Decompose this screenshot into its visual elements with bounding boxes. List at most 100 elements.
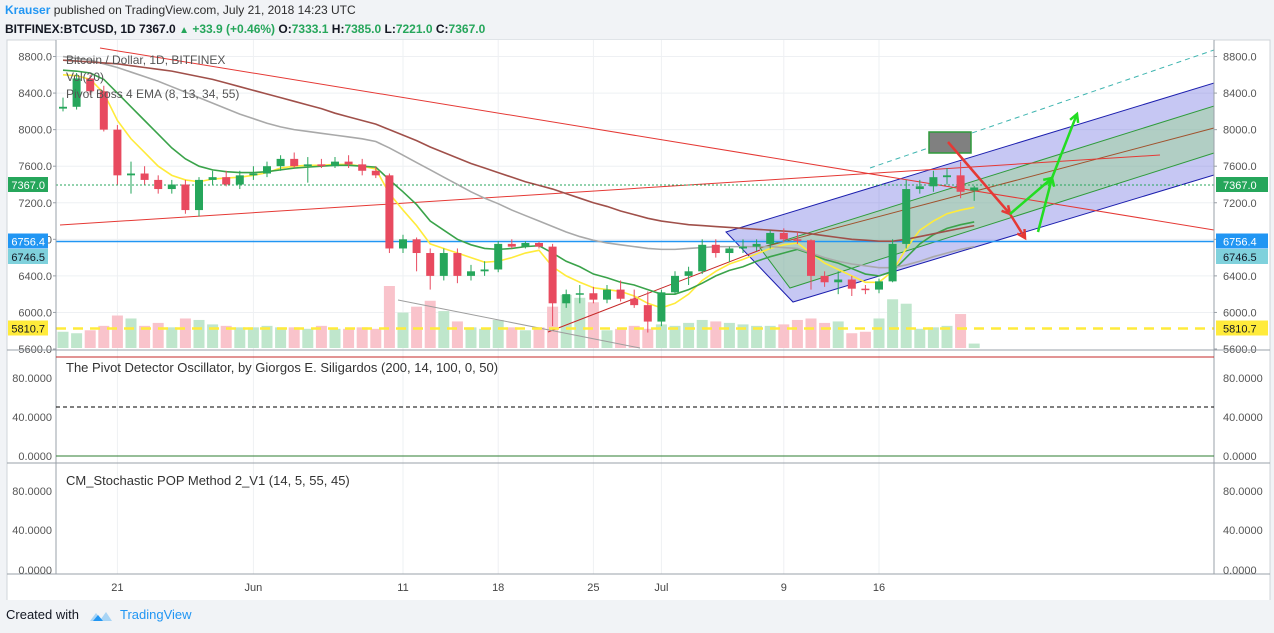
volume-bar (887, 299, 899, 348)
volume-bar (343, 328, 355, 348)
candle-body (562, 294, 571, 304)
candle-body (208, 177, 217, 180)
candle (467, 264, 475, 281)
red-arrow-2-head (1016, 228, 1027, 241)
tradingview-logo-icon[interactable] (89, 610, 113, 622)
candle-body (290, 158, 299, 167)
candle (535, 242, 543, 249)
candle (589, 286, 598, 304)
candle (453, 248, 462, 284)
candle (752, 239, 761, 252)
high-value: 7385.0 (344, 22, 382, 36)
volume-bar (859, 331, 871, 348)
candle-body (480, 269, 489, 272)
osc-left-tick: 0.0000 (18, 565, 52, 577)
candle-body (711, 244, 720, 254)
candle-body (426, 253, 435, 276)
volume-bar (356, 327, 368, 348)
candle (113, 125, 122, 185)
volume-bar (220, 325, 232, 348)
volume-bar (941, 325, 953, 348)
candle (956, 161, 965, 199)
candle-body (263, 166, 271, 174)
volume-bar (139, 325, 151, 348)
right-price-label-bg (1216, 320, 1268, 336)
candle (99, 85, 108, 132)
volume-bar (261, 325, 273, 348)
right-price-label: 6746.5 (1223, 252, 1257, 264)
volume-bar (873, 318, 885, 348)
osc-right-tick: 40.0000 (1223, 412, 1263, 424)
volume-bar (751, 325, 763, 348)
right-price-label-bg (1216, 249, 1268, 264)
high-label: H: (331, 22, 345, 36)
osc-left-tick: 80.0000 (12, 373, 52, 385)
candle (181, 179, 190, 214)
candle-body (59, 106, 67, 109)
volume-bar (723, 322, 735, 348)
candle-body (684, 271, 693, 276)
volume-bar (832, 321, 844, 348)
candle (167, 179, 176, 194)
candle-body (902, 189, 911, 244)
candle (807, 239, 815, 290)
candle-body (167, 184, 176, 190)
left-price-label: 6756.4 (11, 237, 45, 249)
candle (399, 234, 407, 254)
candle (59, 97, 67, 112)
candle-body (317, 164, 326, 167)
candle-body (970, 187, 979, 191)
osc-right-tick: 80.0000 (1223, 373, 1263, 385)
volume-bar (615, 328, 627, 348)
green-arrow-3-head (1069, 111, 1080, 124)
author-link[interactable]: Krauser (5, 3, 51, 17)
candle-body (861, 288, 870, 291)
right-price-label-bg (1216, 233, 1268, 249)
tradingview-brand[interactable]: TradingView (120, 607, 192, 622)
osc-right-tick: 0.0000 (1223, 451, 1257, 463)
volume-bar (288, 327, 300, 348)
candle-body (249, 173, 258, 176)
time-tick-label: 25 (587, 582, 599, 594)
volume-bar (397, 312, 409, 348)
red-uptrend-line (59, 154, 1161, 226)
candle (711, 239, 720, 258)
volume-bar (560, 294, 572, 348)
indicator-panes: 0.0000 0.0000 40.0000 40.0000 80.0000 80.0000… (7, 349, 1270, 577)
green-arrow-3 (1050, 113, 1079, 179)
main-title: Bitcoin / Dollar, 1D, BITFINEX (66, 53, 225, 67)
volume-bar (84, 330, 96, 348)
candle (263, 161, 271, 178)
candle-body (766, 232, 775, 244)
candle (507, 239, 516, 249)
left-price-tick: 8400.0 (18, 88, 52, 100)
left-price-tick: 6400.0 (18, 271, 52, 283)
volume-bar (968, 343, 980, 348)
candle (494, 241, 503, 273)
candle (235, 170, 244, 190)
left-price-label-bg (8, 249, 48, 264)
osc2-title: CM_Stochastic POP Method 2_V1 (14, 5, 55… (66, 473, 350, 488)
volume-bar (125, 318, 137, 348)
candle-body (671, 275, 679, 293)
volume-bar (696, 319, 708, 348)
candle-body (929, 177, 938, 187)
candle (154, 175, 163, 194)
volume-bar (465, 327, 477, 348)
candle (249, 166, 258, 180)
candle-body (358, 164, 367, 171)
candle (834, 271, 843, 295)
chart-area[interactable]: 5600.05600.06000.06000.06400.06400.06800… (0, 0, 1274, 600)
candle-body (875, 281, 883, 290)
volume-bar (329, 328, 341, 348)
candle-body (276, 158, 285, 167)
ema-line-ema55 (62, 59, 975, 242)
time-tick-label: 18 (492, 582, 504, 594)
candlesticks[interactable] (59, 72, 979, 333)
candle (127, 161, 135, 194)
candle (290, 152, 299, 169)
left-price-tick: 8800.0 (18, 52, 52, 64)
candle (344, 155, 353, 169)
osc-right-tick: 40.0000 (1223, 525, 1263, 537)
candle-body (399, 239, 407, 249)
